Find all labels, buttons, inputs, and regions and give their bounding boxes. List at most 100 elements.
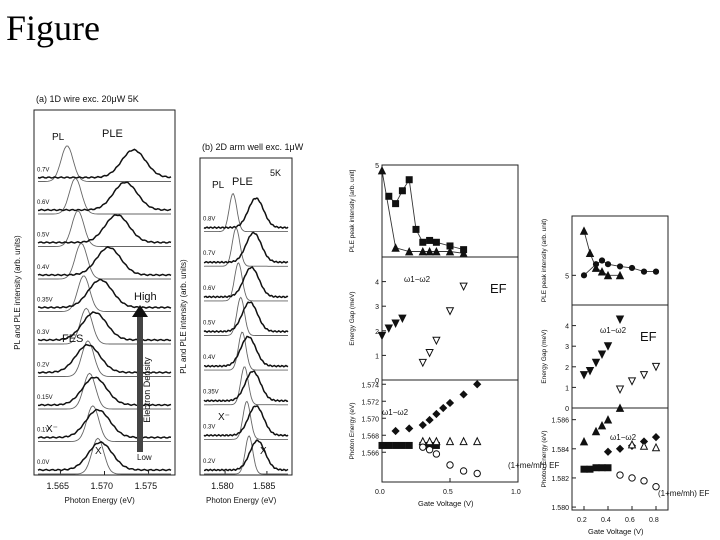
y-axis-label: PLE peak intensity (arb. unit) [541,219,548,302]
data-point [473,469,481,478]
y-tick-label: 1.584 [551,447,569,454]
x-tick-label: 1.580 [211,481,234,491]
y-axis-label: PL and PLE intensity (arb. units) [179,259,188,374]
y-axis-label: Photon Energy (eV) [541,430,548,487]
data-point [432,336,441,346]
series-1 [615,362,661,394]
voltage-label: 0.7V [203,251,215,257]
y-tick-label: 1.568 [361,433,379,440]
voltage-label: 0.2V [203,459,215,465]
data-point [446,461,454,469]
data-point [432,436,441,446]
ple-curve [203,370,289,403]
data-point [418,358,428,368]
voltage-label: 0.35V [37,298,53,304]
density-arrow-shaft [137,315,143,452]
x-axis-label: Gate Voltage (V) [588,527,644,536]
pl-curve [38,437,171,475]
y-axis-label: Energy Gap (meV) [349,291,356,345]
data-point [445,246,455,256]
panel-title: (b) 2D arm well exc. 1μW [202,142,304,152]
x-tick-label: 0.4 [601,517,611,524]
pl-curve [38,372,171,410]
ple-curve [203,335,289,368]
pl-curve [204,262,288,302]
data-point [579,226,589,235]
data-point [585,367,595,376]
pl-curve [204,435,288,475]
data-point [591,263,601,272]
data-point [459,467,468,475]
data-point [604,464,612,472]
data-point [603,447,613,456]
voltage-label: 0.3V [37,330,49,336]
data-point [598,257,606,264]
data-point [385,441,393,449]
data-point [425,446,434,454]
data-point [591,426,601,436]
plot-frame [199,157,293,476]
series-0 [391,380,482,436]
voltage-label: 0.2V [37,363,49,369]
y-tick-label: 4 [565,324,569,331]
data-point [459,282,468,292]
annotation-4: Low [137,453,152,462]
data-point [446,242,454,250]
series-1 [385,176,468,254]
data-point [391,319,400,328]
voltage-label: 0.8V [203,217,215,223]
spectra-panel-a: (a) 1D wire exc. 20μW 5K PL PLE PL and PLE … [13,94,176,505]
y-tick-label: 0 [565,406,569,413]
data-point [615,444,625,453]
data-point [627,439,637,449]
data-point [445,398,455,408]
pl-curve [38,405,171,442]
data-point [412,225,420,233]
series-0 [579,226,625,280]
x-tick-label: 1.565 [46,481,69,491]
pl-curve [204,400,288,440]
legend-text: ω1−ω2 [404,275,431,284]
data-point [597,350,607,359]
data-point [639,371,649,380]
data-point [377,166,387,175]
data-point [616,471,624,479]
data-point [385,192,393,200]
series-2 [580,464,612,473]
data-point [432,450,441,458]
data-point [392,441,400,449]
data-point [628,264,636,272]
data-point [391,426,400,436]
annotation-1: X⁻ [46,424,58,435]
voltage-label: 0.4V [203,355,215,361]
ple-curve [38,376,172,407]
y-tick-label: 1.582 [551,476,569,483]
data-point [585,248,595,257]
ple-curve [37,343,172,374]
y-tick-label: 1.572 [361,399,379,406]
x-tick-label: 0.5 [443,489,453,496]
data-point [598,464,606,472]
data-point [425,436,434,446]
data-point [592,464,600,472]
series-1 [580,257,660,279]
data-point [404,246,414,256]
data-point [592,261,600,268]
legend-text: ω1−ω2 [610,433,637,442]
data-point [384,324,394,333]
density-arrow-head [132,305,148,317]
series-1 [418,282,468,368]
data-point [639,441,649,450]
annotation-3: High [134,291,157,303]
ple-label: PLE [232,176,253,188]
pl-curve [38,340,171,377]
temperature-label: 5K [270,168,281,178]
panel-frame [571,215,669,306]
scatter-stack-d: PLE peak intensity (arb. unit) 5 Energy Ga… [541,215,709,536]
data-point [591,358,601,368]
ple-curve [203,197,289,230]
y-tick-label: 2 [375,329,379,336]
data-point [473,380,482,389]
series-4 [616,471,660,491]
legend-text: ω1−ω2 [382,408,409,417]
